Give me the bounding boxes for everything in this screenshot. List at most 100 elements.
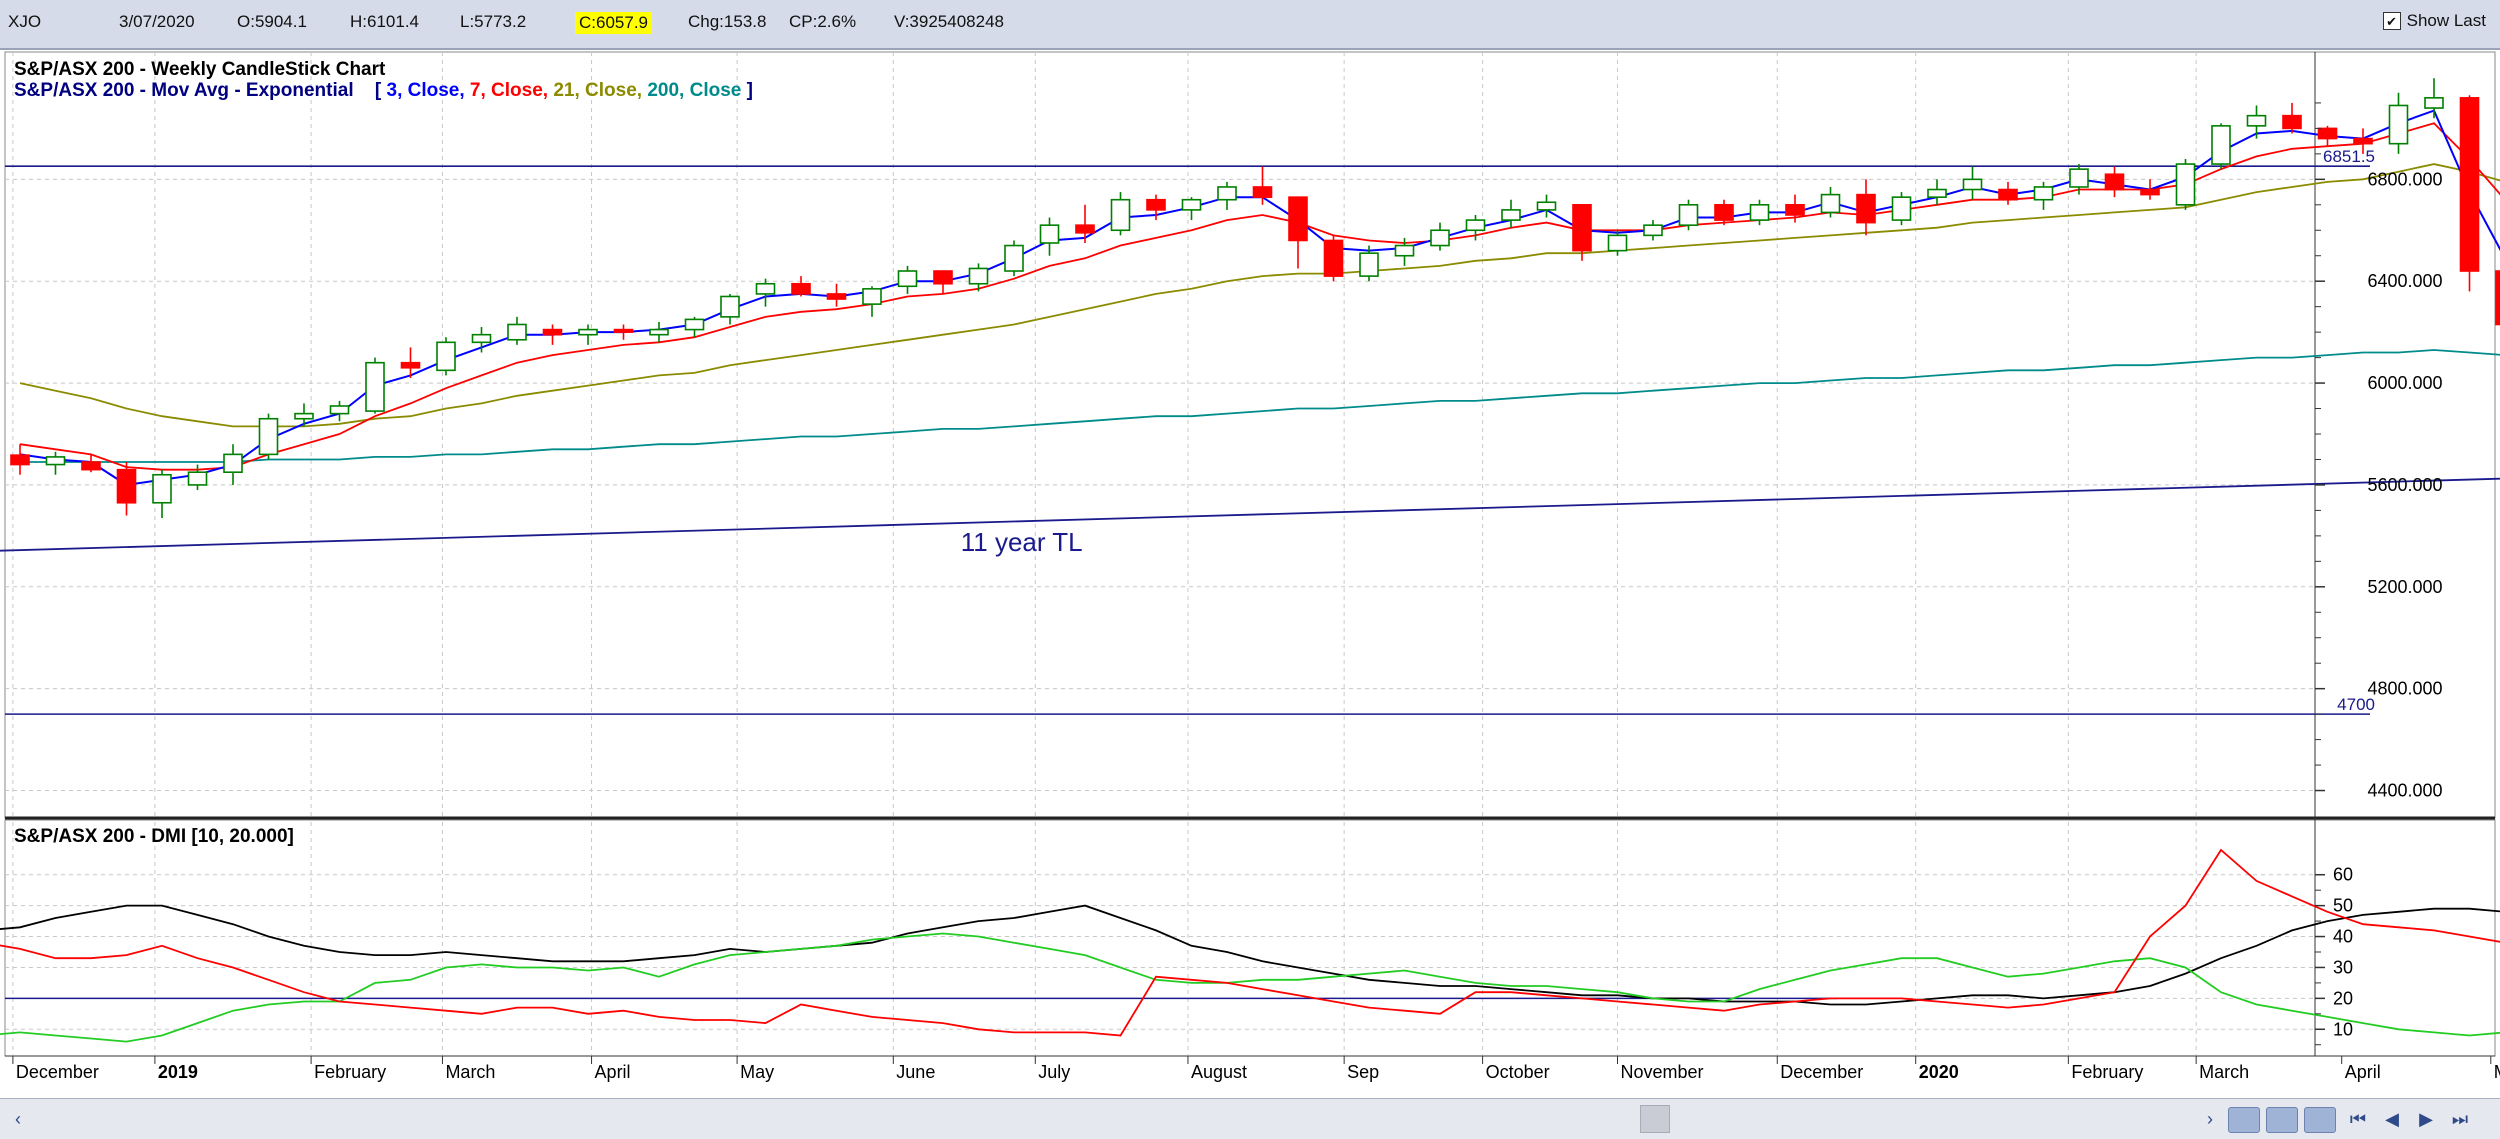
candle-body	[2104, 173, 2125, 191]
candle-body	[755, 282, 776, 295]
candle-body	[1678, 204, 1699, 226]
dmi-axis: 10 20 30 40 50 60	[2315, 865, 2353, 1046]
candle-body	[826, 293, 847, 300]
change-value: Chg:153.8	[688, 12, 767, 31]
price-tick-label: 6000.000	[2367, 373, 2442, 393]
low-value: L:5773.2	[460, 12, 527, 31]
candle-body	[2495, 270, 2500, 326]
candle-body	[1465, 219, 1486, 232]
candle-body	[10, 454, 30, 466]
horizontal-lines: 6851.5 4700	[5, 147, 2375, 715]
candle-body	[223, 453, 243, 473]
dmi-tick-label: 10	[2333, 1019, 2353, 1039]
candle-body	[791, 282, 811, 295]
time-label: May	[740, 1062, 774, 1082]
candle-body	[1572, 204, 1592, 252]
dmi-tick-label: 50	[2333, 896, 2353, 916]
support-line-label: 6851.5	[2323, 147, 2375, 166]
dmi-tick-label: 60	[2333, 865, 2353, 885]
candle-body	[329, 405, 350, 415]
candle-body	[649, 328, 669, 336]
scroll-left-icon[interactable]: ‹	[15, 1109, 21, 1129]
candle-body	[684, 318, 705, 331]
candle-body	[1607, 234, 1628, 252]
show-last-toggle[interactable]: ✔ Show Last	[2382, 11, 2486, 31]
symbol-label: XJO	[8, 12, 42, 31]
time-label: March	[445, 1062, 495, 1082]
scroll-thumb[interactable]	[1640, 1105, 1670, 1133]
ema-legend-prefix: S&P/ASX 200 - Mov Avg - Exponential	[14, 80, 354, 101]
candle-body	[1998, 188, 2018, 201]
candle-body	[471, 333, 492, 344]
time-label: February	[314, 1062, 386, 1082]
fit-button[interactable]	[2304, 1107, 2336, 1133]
chart-subtitle: S&P/ASX 200 - Mov Avg - Exponential [ 3,…	[14, 80, 753, 101]
candle-body	[2033, 186, 2054, 201]
time-label: October	[1486, 1062, 1550, 1082]
candle-body	[897, 270, 918, 288]
show-last-checkbox[interactable]: ✔	[2382, 12, 2401, 30]
candle-body	[2388, 104, 2409, 145]
candle-body	[1181, 198, 1202, 211]
candle-body	[1288, 196, 1308, 242]
ema3-legend: 3, Close,	[387, 80, 470, 101]
candle-body	[116, 468, 137, 504]
time-label: March	[2199, 1062, 2249, 1082]
candle-body	[258, 417, 279, 456]
time-label: August	[1191, 1062, 1247, 1082]
prev-page-icon[interactable]: ◀	[2385, 1109, 2399, 1129]
candle-body	[436, 341, 456, 372]
high-value: H:6101.4	[350, 12, 419, 31]
ema200-line	[20, 349, 2500, 463]
zoom-in-button[interactable]	[2228, 1107, 2260, 1133]
candle-body	[2282, 114, 2302, 130]
price-tick-label: 6400.000	[2367, 271, 2442, 291]
candle-body	[2459, 97, 2480, 272]
candle-body	[507, 323, 527, 341]
candle-body	[152, 473, 172, 504]
ema-legend-open: [	[375, 80, 382, 101]
candle-body	[2353, 137, 2373, 145]
minus-di-line	[0, 848, 2500, 1037]
volume-value: V:3925408248	[894, 12, 1004, 31]
scroll-bar[interactable]: ‹ › ⏮ ◀ ▶ ⏭	[0, 1098, 2500, 1139]
candle-body	[1252, 186, 1273, 198]
next-page-icon[interactable]: ▶	[2419, 1109, 2433, 1129]
candle-body	[365, 361, 385, 412]
candle-body	[294, 412, 314, 420]
candle-body	[578, 328, 598, 336]
candle-body	[862, 288, 882, 305]
change-percent-value: CP:2.6%	[789, 12, 857, 31]
price-axis: 4400.000 4800.000 5200.000 5600.000 6000.000…	[2315, 102, 2443, 801]
support-line-label: 4700	[2337, 695, 2375, 714]
candle-body	[1039, 224, 1060, 244]
last-page-icon[interactable]: ⏭	[2451, 1109, 2469, 1129]
candle-body	[1856, 193, 1876, 224]
candle-body	[400, 361, 421, 369]
candle-body	[1927, 188, 1947, 198]
quote-bar: XJO 3/07/2020 O:5904.1 H:6101.4 L:5773.2…	[0, 0, 2500, 50]
candle-body	[542, 328, 563, 336]
candle-body	[1891, 196, 1912, 221]
candle-body	[720, 295, 740, 318]
candle-body	[2317, 127, 2338, 140]
candle-body	[1643, 224, 1663, 237]
time-label: February	[2071, 1062, 2143, 1082]
zoom-out-button[interactable]	[2266, 1107, 2298, 1133]
candle-body	[2246, 114, 2267, 127]
dmi-tick-label: 40	[2333, 927, 2353, 947]
candle-body	[2211, 125, 2231, 165]
time-label: Sep	[1347, 1062, 1379, 1082]
candle-body	[45, 456, 66, 466]
open-value: O:5904.1	[237, 12, 307, 31]
candle-body	[1962, 178, 1983, 191]
time-label: April	[595, 1062, 631, 1082]
plus-di-line	[0, 932, 2500, 1043]
candle-body	[1146, 198, 1166, 211]
candle-body	[1536, 201, 1557, 211]
dmi-panel-frame	[4, 819, 2496, 1057]
candle-body	[2175, 163, 2196, 206]
scroll-right-icon[interactable]: ›	[2207, 1109, 2213, 1129]
first-page-icon[interactable]: ⏮	[2349, 1109, 2367, 1129]
candle-body	[1785, 204, 1805, 216]
